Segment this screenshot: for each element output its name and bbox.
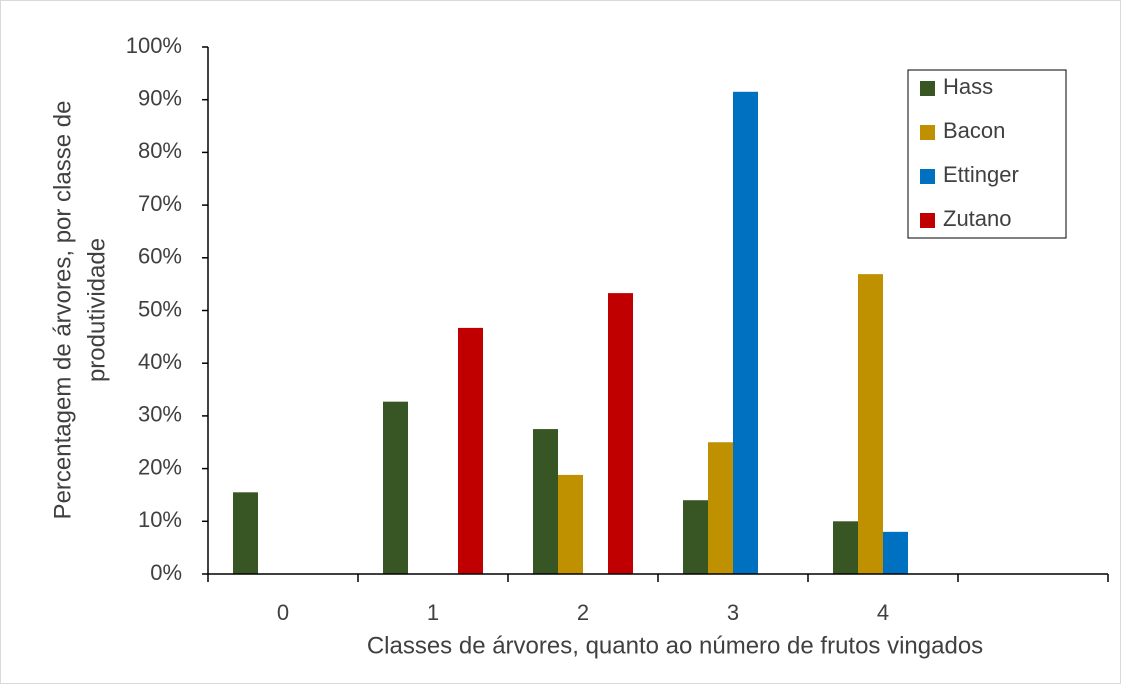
legend-label: Bacon [943,118,1005,143]
y-tick-label: 10% [138,507,182,532]
bar [733,91,758,575]
legend-label: Zutano [943,206,1012,231]
y-tick-label: 0% [150,560,182,585]
y-axis-label: Percentagem de árvores, por classe de [49,101,76,520]
legend-box [907,69,1067,239]
y-tick-label: 90% [138,86,182,111]
y-tick-label: 20% [138,454,182,479]
x-tick-label: 0 [277,600,289,625]
legend-label: Hass [943,74,993,99]
bar [858,274,883,574]
bar [608,293,633,574]
y-axis-label: produtividade [83,238,110,382]
legend-swatch [920,125,935,140]
legend-swatch [920,213,935,228]
y-tick-label: 50% [138,296,182,321]
y-tick-label: 60% [138,244,182,269]
y-tick-label: 80% [138,138,182,163]
legend-label: Ettinger [943,162,1019,187]
bar [683,500,708,574]
bar [883,531,908,574]
bar [383,401,408,574]
x-tick-label: 1 [427,600,439,625]
x-tick-label: 4 [877,600,889,625]
y-tick-label: 70% [138,191,182,216]
bar [708,442,733,574]
bar [533,429,558,574]
bar [558,474,583,574]
y-tick-label: 30% [138,402,182,427]
y-tick-label: 100% [126,33,182,58]
bar [458,327,483,574]
x-tick-label: 2 [577,600,589,625]
x-axis-label: Classes de árvores, quanto ao número de … [367,632,983,659]
y-tick-label: 40% [138,349,182,374]
legend-swatch [920,81,935,96]
x-tick-label: 3 [727,600,739,625]
bar [833,521,858,574]
bar [233,492,258,574]
legend-swatch [920,169,935,184]
